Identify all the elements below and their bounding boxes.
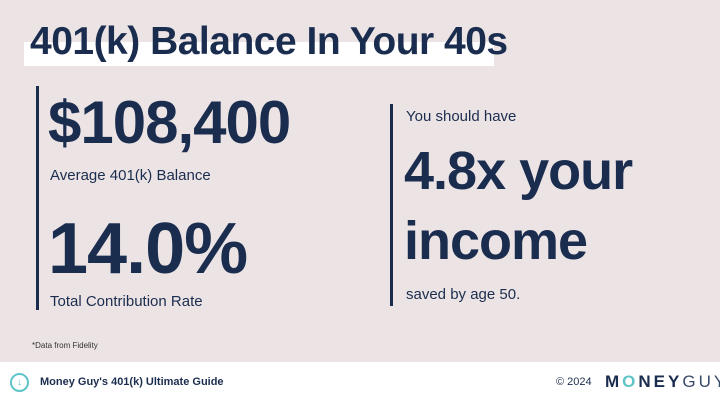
page-title: 401(k) Balance In Your 40s [30,20,508,63]
income-word: income [404,211,588,271]
average-balance-label: Average 401(k) Balance [50,167,211,184]
contribution-rate-value: 14.0% [48,209,248,289]
left-divider [36,86,39,310]
guide-title: Money Guy's 401(k) Ultimate Guide [40,376,224,388]
outro-text: saved by age 50. [406,286,521,303]
right-divider [390,104,393,306]
download-bubble-icon: ↓ [10,373,29,392]
footnote: *Data from Fidelity [32,341,98,350]
footer: ↓ Money Guy's 401(k) Ultimate Guide © 20… [0,362,720,404]
title-highlight [24,42,494,66]
copyright: © 2024 [556,376,592,388]
average-balance-value: $108,400 [48,89,291,156]
moneyguy-logo: MONEYGUY [605,372,720,391]
income-multiple: 4.8x your [404,141,633,201]
contribution-rate-label: Total Contribution Rate [50,293,203,310]
intro-text: You should have [406,108,517,125]
